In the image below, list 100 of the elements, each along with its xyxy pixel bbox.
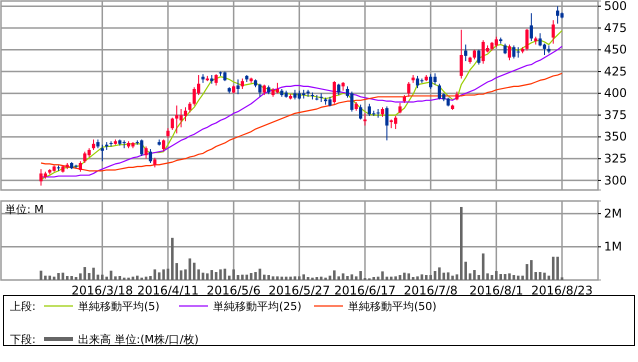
candlestick xyxy=(188,102,192,113)
bar xyxy=(298,276,301,280)
candlestick xyxy=(477,49,480,66)
bar xyxy=(316,277,318,280)
bar xyxy=(92,268,95,280)
bar xyxy=(280,276,284,280)
x-tick-label: 2016/8/23 xyxy=(531,284,593,298)
y-tick-label: 1M xyxy=(604,240,622,254)
bar xyxy=(83,267,86,280)
bar xyxy=(495,271,498,280)
bar xyxy=(398,275,402,280)
candlestick xyxy=(78,160,82,172)
candlestick xyxy=(556,6,560,24)
y-tick-label: 2M xyxy=(604,206,622,220)
bar xyxy=(482,253,484,280)
candlestick xyxy=(162,138,166,152)
y-tick-label: 450 xyxy=(604,42,627,57)
candlestick xyxy=(464,44,468,62)
x-tick-label: 2016/6/17 xyxy=(334,284,396,298)
candlestick xyxy=(482,40,485,64)
bar xyxy=(464,262,467,280)
candlestick xyxy=(153,157,156,168)
bar xyxy=(508,273,511,280)
bar xyxy=(434,271,436,280)
bar xyxy=(534,272,538,280)
bar xyxy=(284,276,288,280)
bar xyxy=(66,276,69,280)
candlestick xyxy=(214,74,218,86)
candlestick xyxy=(530,12,533,42)
bar xyxy=(202,272,204,280)
bar xyxy=(499,274,502,280)
candlestick xyxy=(332,80,336,104)
bar xyxy=(289,276,292,280)
bar xyxy=(416,276,419,280)
y-tick-label: 300 xyxy=(604,173,627,188)
bar xyxy=(158,272,161,280)
bar xyxy=(346,276,349,280)
candlestick xyxy=(438,83,442,100)
line-series xyxy=(40,72,563,172)
x-tick-label: 2016/5/27 xyxy=(268,284,330,298)
bar xyxy=(337,276,340,280)
candlestick xyxy=(276,82,280,94)
candlestick xyxy=(337,83,340,96)
candlestick xyxy=(170,117,174,130)
bar xyxy=(552,256,555,280)
bar xyxy=(175,263,178,280)
y-tick-label: 400 xyxy=(604,86,627,100)
bar xyxy=(486,273,489,280)
y-axis-title: 単位: M xyxy=(5,203,44,216)
y-tick-label: 375 xyxy=(604,108,627,122)
candlestick xyxy=(148,148,152,164)
bar xyxy=(473,270,476,280)
bar xyxy=(468,273,472,280)
candlestick xyxy=(350,91,354,112)
bar xyxy=(74,277,78,280)
candlestick xyxy=(508,44,512,61)
candlestick xyxy=(258,83,262,98)
x-tick-label: 2016/5/6 xyxy=(206,284,261,298)
bar xyxy=(390,276,393,280)
x-tick-label: 2016/8/1 xyxy=(469,284,524,298)
bar xyxy=(407,273,410,280)
candlestick xyxy=(175,105,178,134)
candlestick xyxy=(538,32,542,47)
candlestick xyxy=(240,78,244,90)
bar xyxy=(210,270,214,280)
bar xyxy=(424,275,428,280)
bar xyxy=(460,206,463,280)
candlestick xyxy=(472,49,476,60)
candlestick xyxy=(192,86,196,106)
bar xyxy=(372,277,376,280)
bar xyxy=(490,275,494,280)
legend-title: 下段: xyxy=(10,333,36,346)
y-tick-label: 325 xyxy=(604,151,627,166)
candlestick xyxy=(494,36,498,48)
candlestick xyxy=(433,72,437,86)
bar xyxy=(320,276,322,280)
legend-title: 上段: xyxy=(10,300,36,313)
bar xyxy=(132,276,134,280)
candlestick xyxy=(262,84,266,96)
bar xyxy=(48,276,52,280)
bar xyxy=(354,276,358,280)
bar xyxy=(306,277,310,280)
candlestick xyxy=(184,106,188,122)
y-tick-label: 500 xyxy=(604,0,627,14)
candlestick xyxy=(380,106,384,118)
y-tick-label: 475 xyxy=(604,20,627,35)
candlestick xyxy=(407,82,410,98)
bar xyxy=(262,274,266,280)
candlestick xyxy=(398,102,402,114)
bar xyxy=(100,274,104,280)
y-tick-label: 350 xyxy=(604,130,627,144)
candlestick xyxy=(236,78,240,95)
bar xyxy=(543,272,546,280)
candlestick xyxy=(328,96,332,107)
candlestick xyxy=(385,106,388,141)
bar xyxy=(110,270,112,280)
bar xyxy=(478,275,480,280)
candlestick xyxy=(552,20,555,44)
bar xyxy=(228,276,231,280)
candlestick xyxy=(429,74,432,90)
